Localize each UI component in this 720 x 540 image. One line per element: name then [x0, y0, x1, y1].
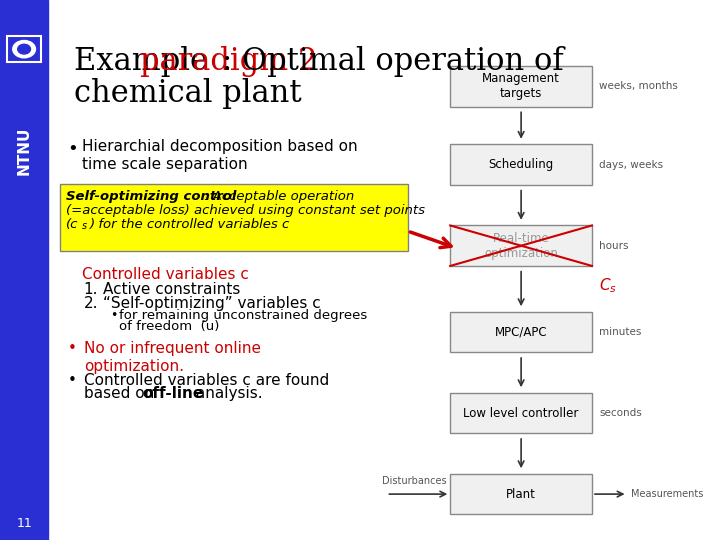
Text: s: s [81, 221, 86, 231]
FancyBboxPatch shape [450, 474, 592, 514]
Text: hours: hours [599, 241, 629, 251]
Text: Low level controller: Low level controller [464, 407, 579, 420]
Circle shape [13, 40, 35, 58]
Text: : Acceptable operation: : Acceptable operation [204, 190, 354, 203]
Text: Hierarchial decomposition based on
time scale separation: Hierarchial decomposition based on time … [81, 139, 357, 172]
Text: for remaining unconstrained degrees: for remaining unconstrained degrees [119, 309, 367, 322]
Text: based on: based on [84, 386, 159, 401]
Text: seconds: seconds [599, 408, 642, 418]
Text: Self-optimizing control: Self-optimizing control [66, 190, 236, 203]
Text: MPC/APC: MPC/APC [495, 326, 547, 339]
Text: Management
targets: Management targets [482, 72, 560, 100]
Bar [0, 0, 48, 540]
Text: •: • [68, 373, 76, 388]
Text: chemical plant: chemical plant [74, 78, 302, 109]
Text: minutes: minutes [599, 327, 642, 337]
FancyBboxPatch shape [450, 66, 592, 106]
Text: ) for the controlled variables c: ) for the controlled variables c [89, 218, 289, 231]
Bar [7, 36, 41, 62]
Text: (=acceptable loss) achieved using constant set points: (=acceptable loss) achieved using consta… [66, 204, 425, 217]
Text: days, weeks: days, weeks [599, 160, 663, 170]
Text: Plant: Plant [506, 488, 536, 501]
Text: of freedom  (u): of freedom (u) [119, 320, 220, 333]
Text: •: • [68, 341, 76, 356]
Circle shape [18, 44, 30, 54]
Text: analysis.: analysis. [191, 386, 262, 401]
Text: 11: 11 [17, 517, 32, 530]
FancyBboxPatch shape [60, 184, 408, 251]
Text: 2.: 2. [84, 296, 98, 311]
Text: : Optimal operation of: : Optimal operation of [222, 46, 564, 77]
Text: weeks, months: weeks, months [599, 82, 678, 91]
Text: Disturbances: Disturbances [382, 476, 446, 485]
Text: Example: Example [74, 46, 218, 77]
Text: NTNU: NTNU [17, 127, 32, 176]
Text: off-line: off-line [143, 386, 204, 401]
Text: $C_s$: $C_s$ [599, 276, 617, 295]
Text: No or infrequent online
optimization.: No or infrequent online optimization. [84, 341, 261, 374]
Text: •: • [68, 140, 78, 158]
Text: •: • [110, 309, 117, 322]
Text: “Self-optimizing” variables c: “Self-optimizing” variables c [103, 296, 320, 311]
Text: Scheduling: Scheduling [488, 158, 554, 171]
FancyBboxPatch shape [450, 226, 592, 266]
FancyBboxPatch shape [450, 145, 592, 185]
Text: Controlled variables c: Controlled variables c [81, 267, 248, 282]
Text: Measurements: Measurements [631, 489, 703, 499]
Text: 1.: 1. [84, 282, 98, 297]
FancyBboxPatch shape [450, 393, 592, 433]
FancyBboxPatch shape [450, 312, 592, 352]
Text: Real-time
optimization: Real-time optimization [484, 232, 558, 260]
Text: Active constraints: Active constraints [103, 282, 240, 297]
Text: (c: (c [66, 218, 78, 231]
Text: Controlled variables c are found: Controlled variables c are found [84, 373, 329, 388]
Text: paradigm 2: paradigm 2 [140, 46, 318, 77]
